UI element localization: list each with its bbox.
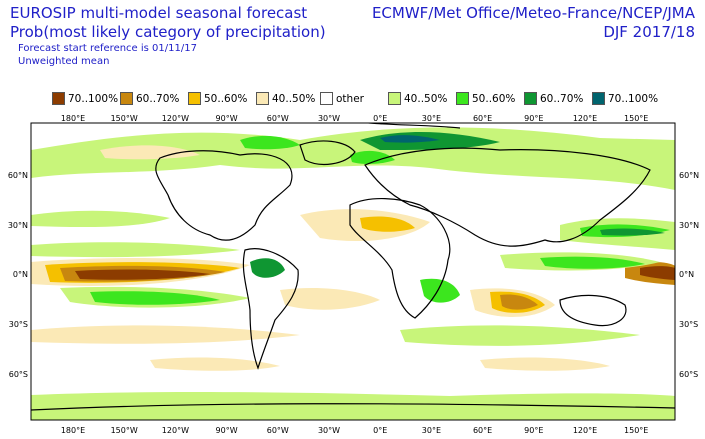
longitude-label: 60°E	[473, 426, 492, 435]
longitude-label: 120°E	[573, 114, 597, 123]
latitude-label: 60°N	[8, 171, 28, 180]
forecast-reference: Forecast start reference is 01/11/17	[18, 43, 197, 54]
map-frame	[30, 122, 676, 421]
legend-swatch	[456, 92, 469, 105]
legend-label: 70..100%	[608, 93, 659, 105]
centres-title: ECMWF/Met Office/Meteo-France/NCEP/JMA	[371, 4, 695, 22]
legend-label: 40..50%	[272, 93, 316, 105]
legend-label: 60..70%	[540, 93, 584, 105]
longitude-label: 30°W	[318, 114, 340, 123]
longitude-label: 90°E	[524, 114, 543, 123]
longitude-labels-top: 180°E 150°W 120°W 90°W 60°W 30°W 0°E 30°E 60°E 90…	[61, 114, 649, 123]
legend-swatch	[188, 92, 201, 105]
longitude-label: 30°W	[318, 426, 340, 435]
longitude-label: 90°W	[216, 114, 238, 123]
longitude-label: 0°E	[373, 426, 387, 435]
longitude-label: 150°E	[624, 426, 648, 435]
legend-label: other	[336, 93, 364, 105]
mean-type: Unweighted mean	[18, 56, 110, 67]
legend-label: 50..60%	[204, 93, 248, 105]
latitude-label: 60°S	[9, 370, 28, 379]
probability-field	[31, 127, 675, 420]
latitude-label: 30°N	[8, 221, 28, 230]
longitude-label: 30°E	[422, 114, 441, 123]
legend-swatch	[256, 92, 269, 105]
legend-label: 70..100%	[68, 93, 119, 105]
longitude-label: 150°E	[624, 114, 648, 123]
longitude-label: 60°E	[473, 114, 492, 123]
legend-swatch	[52, 92, 65, 105]
longitude-label: 150°W	[111, 426, 138, 435]
latitude-label: 30°N	[679, 221, 699, 230]
legend-label: 60..70%	[136, 93, 180, 105]
longitude-label: 180°E	[61, 114, 85, 123]
longitude-label: 120°W	[162, 426, 189, 435]
longitude-label: 120°E	[573, 426, 597, 435]
longitude-label: 60°W	[267, 426, 289, 435]
legend-swatch	[388, 92, 401, 105]
legend-swatch	[524, 92, 537, 105]
legend-swatch	[592, 92, 605, 105]
longitude-label: 60°W	[267, 114, 289, 123]
latitude-label: 60°N	[679, 171, 699, 180]
longitude-label: 90°W	[216, 426, 238, 435]
latitude-label: 30°S	[9, 320, 28, 329]
latitude-label: 0°N	[679, 270, 694, 279]
title-line-1: EUROSIP multi-model seasonal forecast	[10, 4, 308, 22]
title-line-2: Prob(most likely category of precipitati…	[10, 23, 326, 41]
longitude-label: 30°E	[422, 426, 441, 435]
latitude-label: 0°N	[13, 270, 28, 279]
legend-swatch	[320, 92, 333, 105]
longitude-labels-bottom: 180°E 150°W 120°W 90°W 60°W 30°W 0°E 30°E 60°E 90…	[61, 426, 649, 435]
longitude-label: 120°W	[162, 114, 189, 123]
season-title: DJF 2017/18	[603, 23, 695, 41]
longitude-label: 180°E	[61, 426, 85, 435]
legend-label: 50..60%	[472, 93, 516, 105]
coastlines	[31, 123, 675, 411]
longitude-label: 150°W	[111, 114, 138, 123]
legend-label: 40..50%	[404, 93, 448, 105]
latitude-labels-right: 60°N 30°N 0°N 30°S 60°S	[679, 171, 699, 379]
legend-swatch	[120, 92, 133, 105]
latitude-label: 30°S	[679, 320, 698, 329]
latitude-labels-left: 60°N 30°N 0°N 30°S 60°S	[8, 171, 28, 379]
latitude-label: 60°S	[679, 370, 698, 379]
longitude-label: 0°E	[373, 114, 387, 123]
longitude-label: 90°E	[524, 426, 543, 435]
